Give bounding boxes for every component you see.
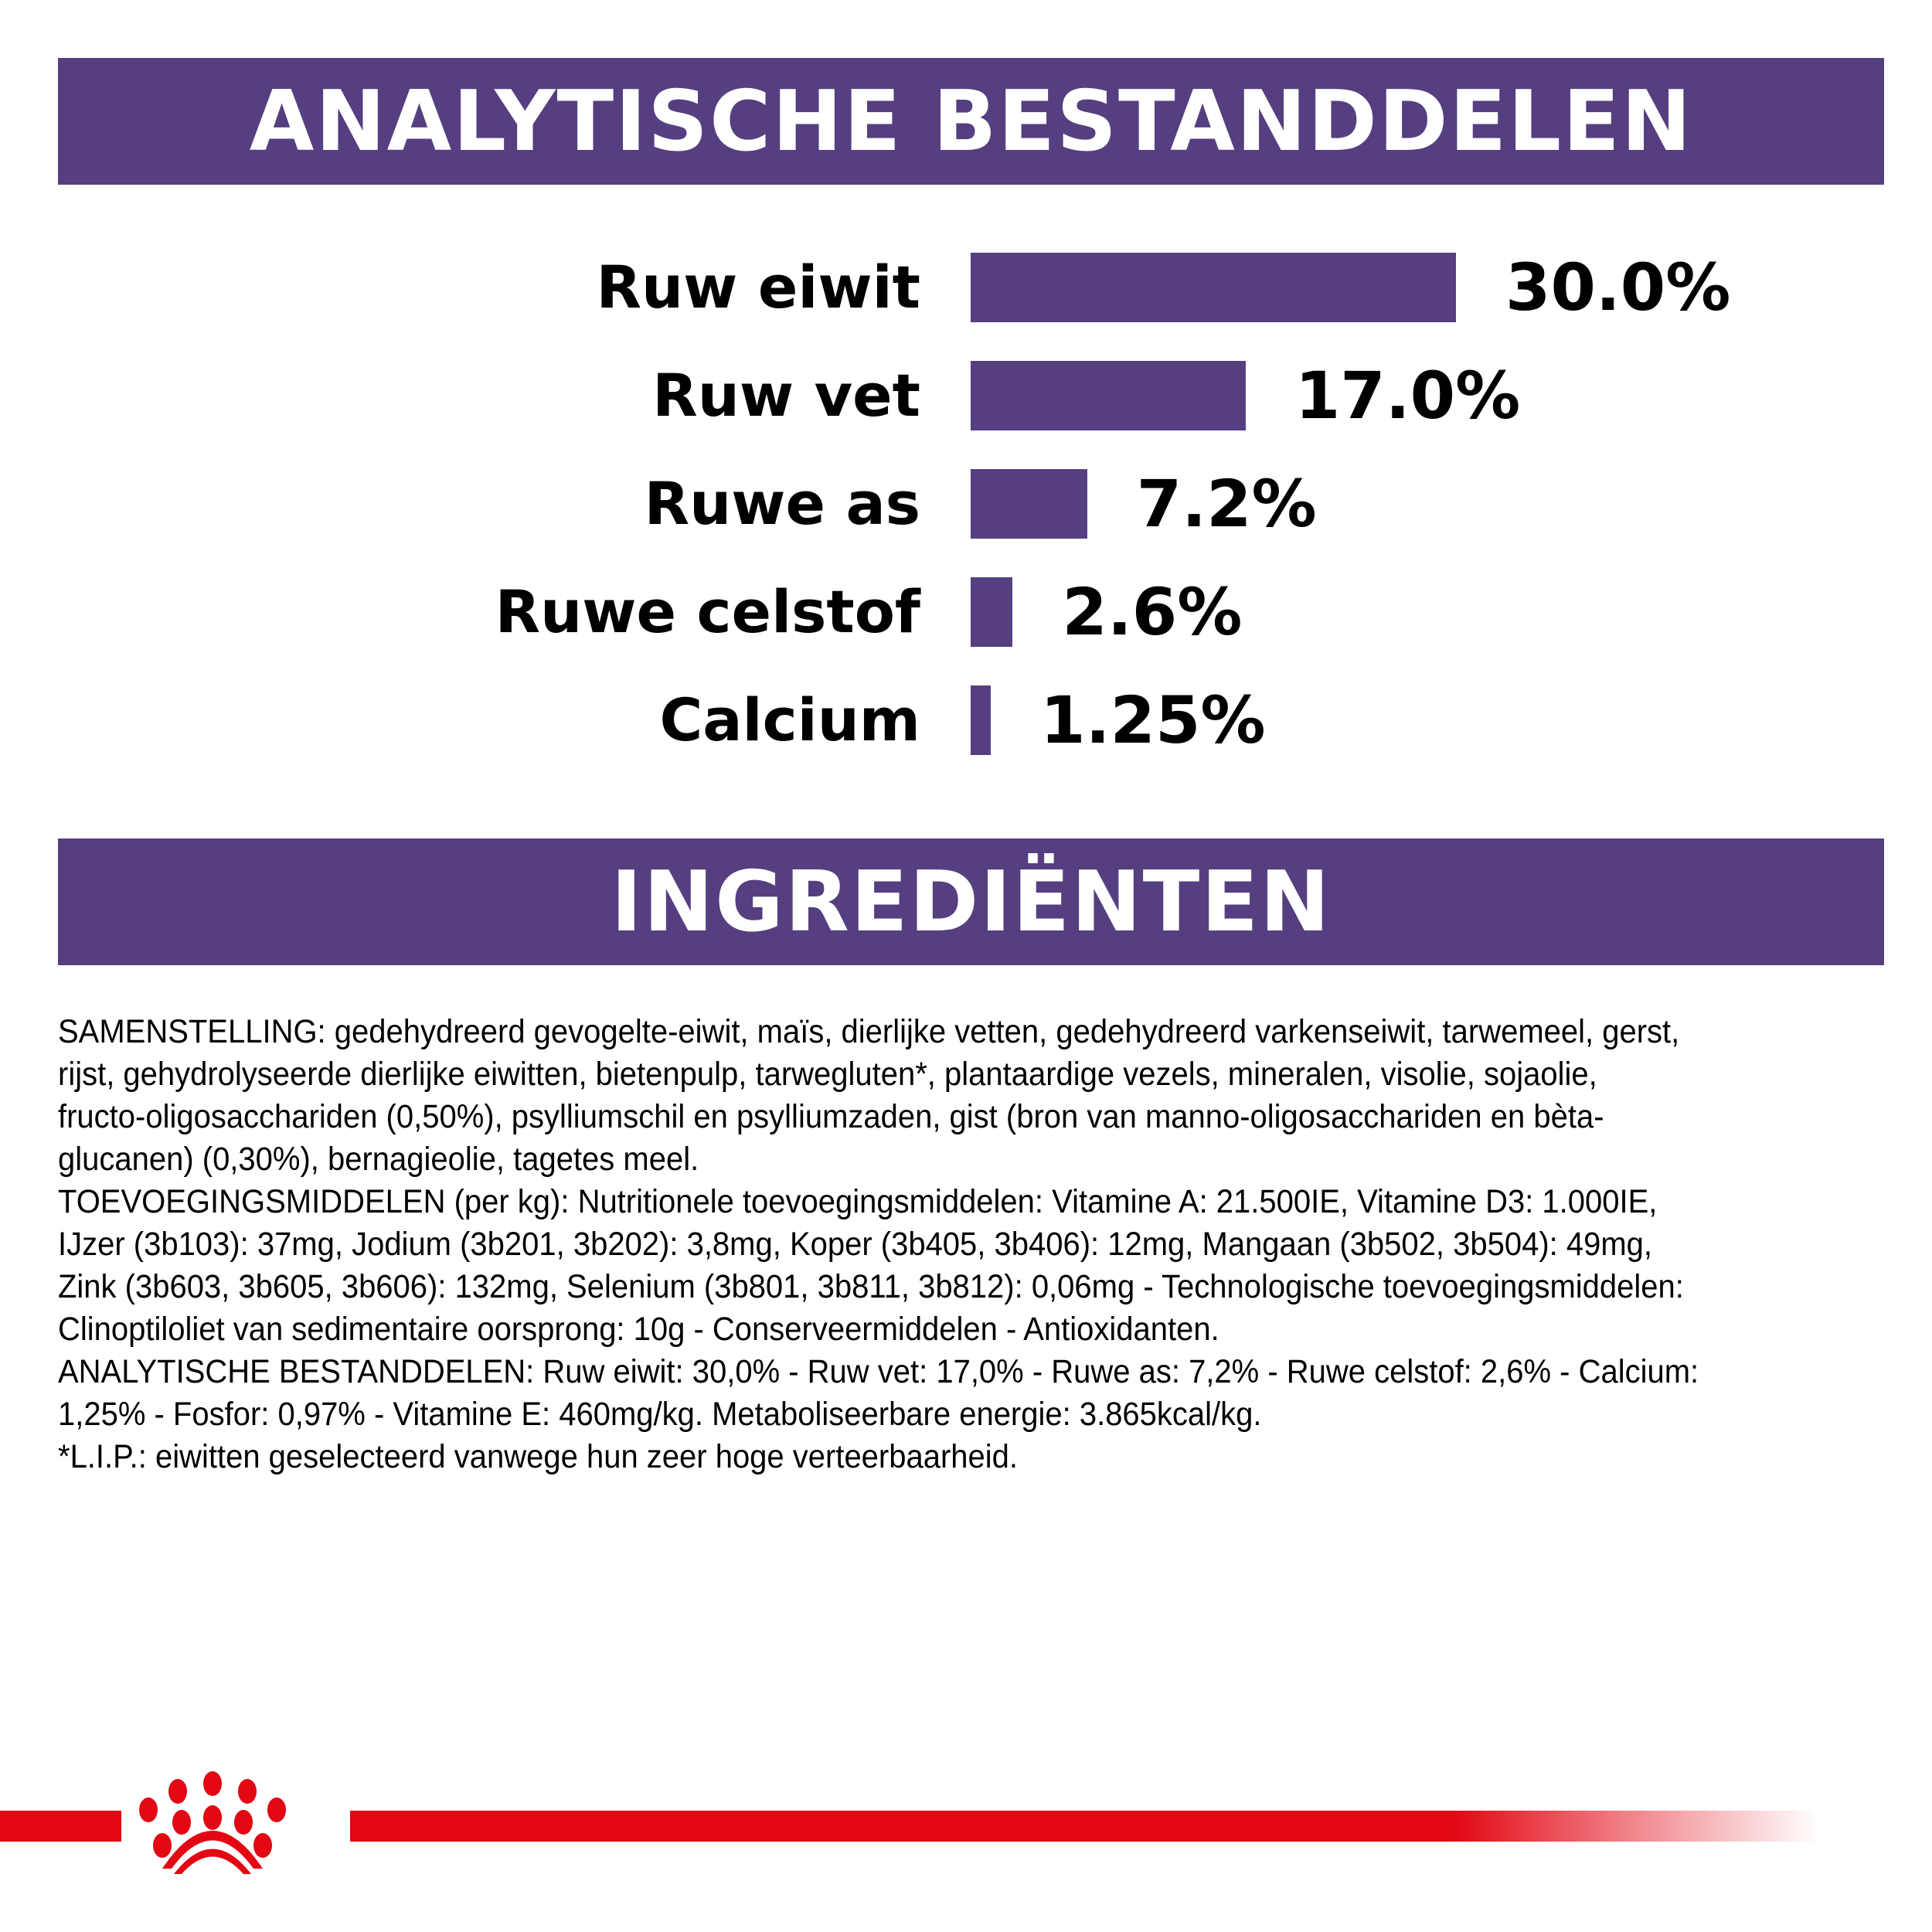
- red-band-left: [0, 1811, 121, 1842]
- analytic-bar-chart: Ruw eiwit 30.0% Ruw vet 17.0% Ruwe as 7.2% Ruw…: [0, 232, 1932, 788]
- ingredients-header: INGREDIËNTEN: [58, 838, 1884, 965]
- value-label: 2.6%: [1062, 574, 1243, 650]
- chart-row: Ruwe as 7.2%: [0, 469, 1932, 539]
- ingredients-line: rijst, gehydrolyseerde dierlijke eiwitte…: [58, 1056, 1597, 1093]
- bar: [971, 577, 1013, 647]
- category-label: Ruwe celstof: [495, 577, 920, 646]
- ingredients-text: SAMENSTELLING: gedehydreerd gevogelte-ei…: [58, 1011, 1897, 1478]
- ingredients-title: INGREDIËNTEN: [611, 853, 1332, 951]
- category-label: Ruw vet: [652, 361, 920, 430]
- ingredients-line: IJzer (3b103): 37mg, Jodium (3b201, 3b20…: [58, 1226, 1653, 1263]
- chart-row: Ruwe celstof 2.6%: [0, 577, 1932, 647]
- bar: [971, 469, 1087, 539]
- royal-canin-crown-logo-icon: [139, 1771, 286, 1874]
- bar: [971, 685, 992, 755]
- ingredients-line: *L.I.P.: eiwitten geselecteerd vanwege h…: [58, 1438, 1019, 1475]
- red-band-right: [350, 1811, 1818, 1842]
- category-label: Ruw eiwit: [596, 253, 920, 321]
- ingredients-line: 1,25% - Fosfor: 0,97% - Vitamine E: 460m…: [58, 1396, 1262, 1433]
- ingredients-line: glucanen) (0,30%), bernagieolie, tagetes…: [58, 1141, 699, 1178]
- value-label: 7.2%: [1136, 466, 1317, 542]
- chart-row: Ruw eiwit 30.0%: [0, 253, 1932, 322]
- ingredients-line: fructo-oligosacchariden (0,50%), psylliu…: [58, 1098, 1604, 1135]
- ingredients-line: TOEVOEGINGSMIDDELEN (per kg): Nutritione…: [58, 1183, 1658, 1220]
- chart-row: Ruw vet 17.0%: [0, 361, 1932, 430]
- category-label: Calcium: [659, 685, 920, 754]
- category-label: Ruwe as: [644, 469, 920, 538]
- ingredients-line: Zink (3b603, 3b605, 3b606): 132mg, Selen…: [58, 1268, 1684, 1305]
- value-label: 17.0%: [1294, 358, 1521, 434]
- footer-band: [0, 1770, 1932, 1878]
- analytic-header: ANALYTISCHE BESTANDDELEN: [58, 58, 1884, 185]
- ingredients-line: Clinoptiloliet van sedimentaire oorspron…: [58, 1311, 1219, 1348]
- chart-row: Calcium 1.25%: [0, 685, 1932, 755]
- value-label: 30.0%: [1505, 250, 1731, 325]
- bar: [971, 361, 1246, 430]
- ingredients-line: ANALYTISCHE BESTANDDELEN: Ruw eiwit: 30,…: [58, 1353, 1699, 1390]
- value-label: 1.25%: [1040, 682, 1266, 758]
- analytic-title: ANALYTISCHE BESTANDDELEN: [249, 73, 1693, 170]
- ingredients-line: SAMENSTELLING: gedehydreerd gevogelte-ei…: [58, 1013, 1680, 1050]
- bar: [971, 253, 1456, 322]
